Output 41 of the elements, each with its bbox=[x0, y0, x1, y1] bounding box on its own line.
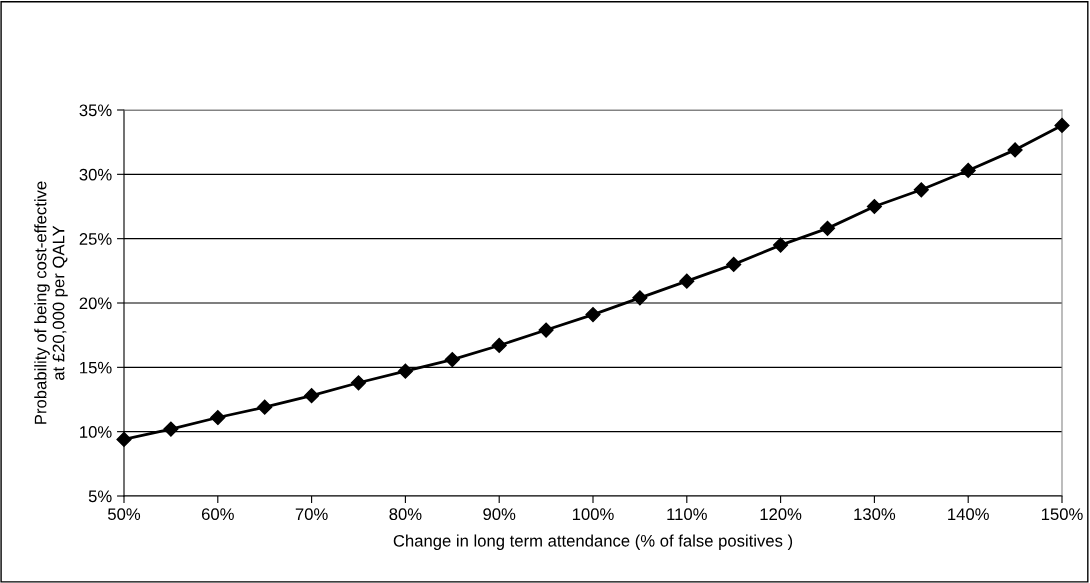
point bbox=[491, 337, 507, 354]
x-tick-label: 70% bbox=[295, 508, 328, 521]
y-axis-title: Probability of being cost-effective at £20,000 per QALY bbox=[34, 181, 68, 424]
y-tick-label: 15% bbox=[80, 361, 112, 374]
x-tick-label: 150% bbox=[1041, 508, 1083, 521]
point bbox=[913, 182, 929, 198]
point bbox=[1007, 142, 1023, 158]
point bbox=[585, 307, 601, 323]
x-tick-label: 120% bbox=[760, 508, 802, 521]
x-tick-label: 130% bbox=[854, 508, 896, 521]
x-tick-label: 80% bbox=[389, 508, 422, 521]
point bbox=[116, 431, 132, 447]
x-tick-label: 90% bbox=[483, 508, 516, 521]
point bbox=[866, 198, 882, 215]
point bbox=[444, 352, 460, 368]
point bbox=[163, 421, 179, 437]
y-tick-label: 30% bbox=[79, 168, 112, 181]
point bbox=[538, 322, 554, 338]
y-tick-label: 5% bbox=[88, 490, 112, 503]
y-tick-label: 20% bbox=[79, 297, 112, 310]
point bbox=[397, 363, 413, 379]
y-tick-label: 10% bbox=[80, 426, 112, 438]
point bbox=[257, 399, 273, 415]
x-tick-label: 100% bbox=[572, 508, 614, 521]
point bbox=[679, 273, 695, 289]
point bbox=[632, 290, 648, 306]
y-tick-label: 25% bbox=[79, 233, 112, 245]
point bbox=[304, 388, 320, 404]
point bbox=[726, 256, 742, 272]
point bbox=[350, 375, 367, 391]
point bbox=[773, 237, 789, 253]
point bbox=[210, 409, 226, 426]
x-tick-label: 60% bbox=[201, 508, 234, 521]
x-axis-title: Change in long term attendance (% of false positives ) bbox=[393, 534, 793, 550]
point bbox=[1054, 117, 1070, 134]
point bbox=[960, 162, 976, 179]
x-tick-label: 140% bbox=[948, 508, 989, 521]
x-tick-label: 50% bbox=[107, 508, 141, 521]
y-tick-label: 35% bbox=[79, 104, 112, 117]
x-tick-label: 110% bbox=[667, 508, 707, 521]
point bbox=[819, 220, 836, 236]
